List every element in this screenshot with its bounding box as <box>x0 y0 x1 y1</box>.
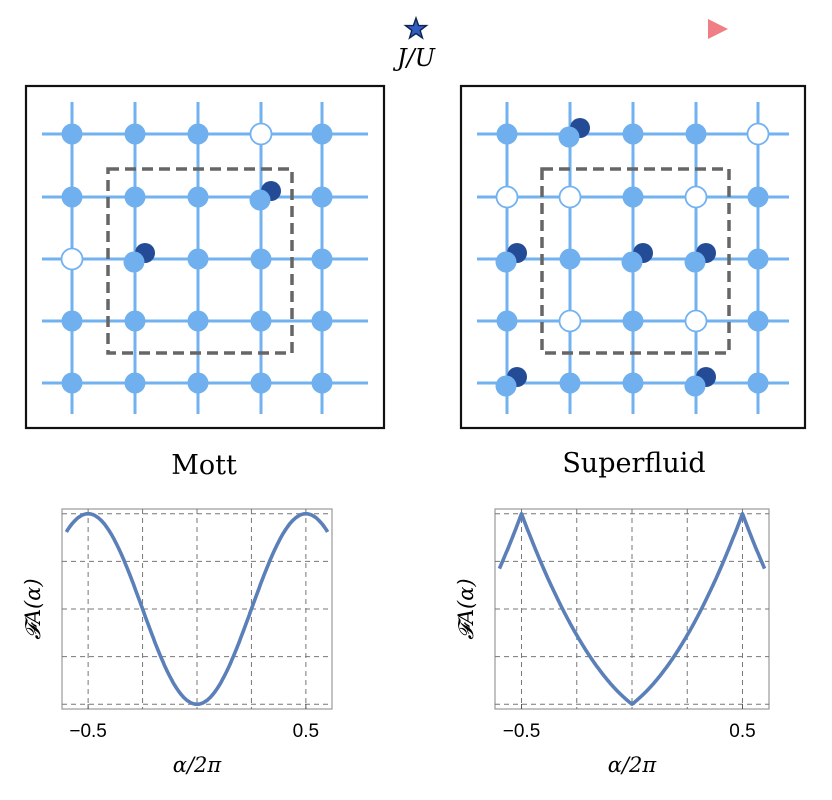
y-axis-label: 𝓕A(α) <box>21 578 45 639</box>
empty-site <box>249 122 273 146</box>
particle <box>61 372 83 394</box>
particle <box>747 310 769 332</box>
particle <box>124 372 146 394</box>
particle <box>621 251 643 273</box>
empty-site <box>495 185 519 209</box>
particle <box>187 186 209 208</box>
particle <box>558 126 580 148</box>
particle <box>311 186 333 208</box>
particle <box>496 123 518 145</box>
empty-site <box>558 309 582 333</box>
particle <box>496 310 518 332</box>
particle <box>250 310 272 332</box>
particle <box>684 251 706 273</box>
particle <box>250 248 272 270</box>
particle <box>311 123 333 145</box>
y-axis-label: 𝓕A(α) <box>454 578 478 639</box>
particle <box>495 251 517 273</box>
particle <box>187 123 209 145</box>
empty-site <box>60 247 84 271</box>
particle <box>747 248 769 270</box>
particle <box>684 375 706 397</box>
entanglement-curve <box>497 511 767 707</box>
empty-site <box>684 185 708 209</box>
x-tick-label: −0.5 <box>503 721 541 742</box>
superfluid-entanglement-plot: −0.5 0.5 α/2π 𝓕A(α) <box>454 508 770 777</box>
particle <box>685 123 707 145</box>
x-axis-label: α/2π <box>173 753 223 777</box>
mott-entanglement-plot: −0.5 0.5 α/2π 𝓕A(α) <box>21 508 333 777</box>
subsystem-box <box>106 167 294 355</box>
particle <box>187 372 209 394</box>
particle <box>311 248 333 270</box>
particle <box>311 372 333 394</box>
particle <box>187 248 209 270</box>
subsystem-box <box>540 167 731 355</box>
empty-site <box>558 185 582 209</box>
particle <box>495 375 517 397</box>
grid <box>495 509 769 709</box>
particle <box>250 372 272 394</box>
particle <box>61 123 83 145</box>
particle <box>622 310 644 332</box>
superfluid-lattice-panel <box>459 84 807 430</box>
particle <box>249 189 271 211</box>
particle <box>124 186 146 208</box>
particle <box>187 310 209 332</box>
particle <box>124 310 146 332</box>
x-axis-label: α/2π <box>608 753 658 777</box>
superfluid-caption: Superfluid <box>562 448 705 479</box>
particle <box>622 186 644 208</box>
star-icon <box>403 15 429 40</box>
x-tick-label: 0.5 <box>729 721 755 742</box>
particle <box>61 186 83 208</box>
particle <box>622 123 644 145</box>
particle <box>124 123 146 145</box>
empty-site <box>746 122 770 146</box>
particle <box>123 251 145 273</box>
particle <box>559 372 581 394</box>
particle <box>622 372 644 394</box>
particle <box>747 372 769 394</box>
mott-caption: Mott <box>171 450 237 481</box>
particle <box>559 248 581 270</box>
mott-lattice-panel <box>24 84 386 430</box>
grid <box>62 509 332 709</box>
x-tick-label: −0.5 <box>69 721 107 742</box>
particle <box>311 310 333 332</box>
entanglement-curve <box>64 511 330 707</box>
particle <box>747 186 769 208</box>
x-tick-label: 0.5 <box>293 721 319 742</box>
empty-site <box>684 309 708 333</box>
axis-label: J/U <box>392 44 436 72</box>
particle <box>61 310 83 332</box>
